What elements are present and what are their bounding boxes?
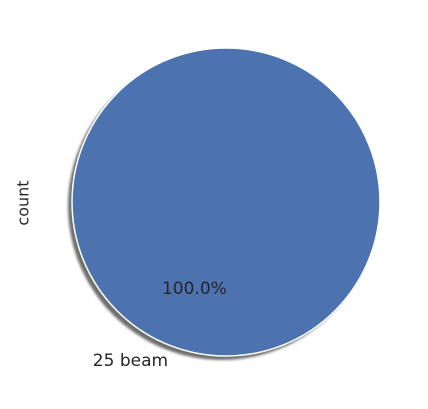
pie-percent-label: 100.0% <box>162 279 227 299</box>
y-axis-label: count <box>14 180 33 225</box>
slices-layer <box>68 47 381 360</box>
labels-layer: 100.0% 25 beam <box>93 279 227 371</box>
pie-slice-label: 25 beam <box>93 351 168 371</box>
pie-slice <box>71 47 381 357</box>
